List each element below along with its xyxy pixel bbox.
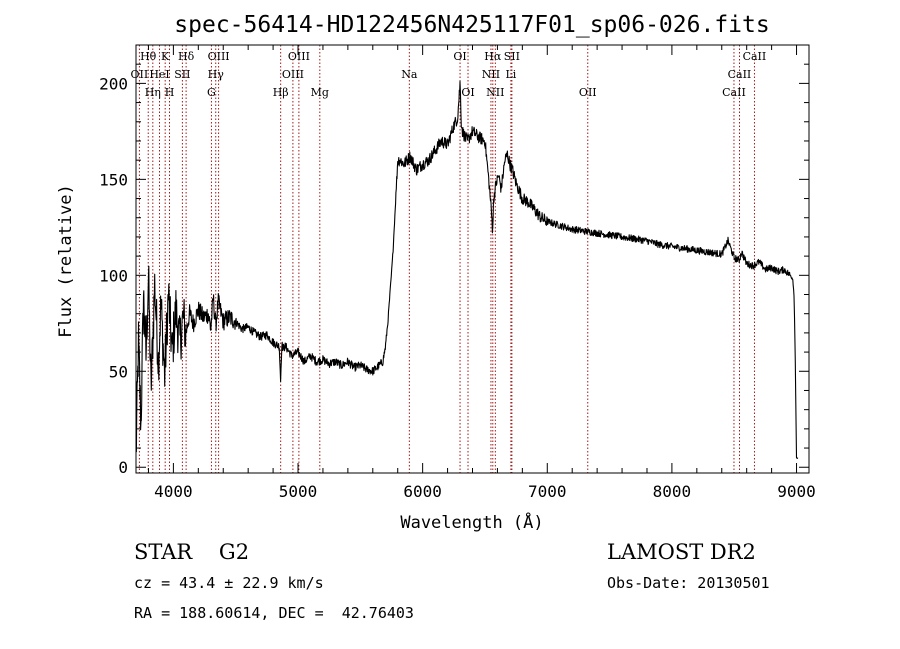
spectral-line-label: OII bbox=[579, 86, 597, 99]
y-tick-label: 100 bbox=[99, 266, 128, 285]
x-tick-label: 7000 bbox=[528, 482, 567, 501]
object-class: STAR G2 bbox=[134, 540, 250, 564]
spectral-line-label: CaII bbox=[743, 50, 767, 63]
redshift-cz: cz = 43.4 ± 22.9 km/s bbox=[134, 574, 324, 592]
spectral-line-label: OIII bbox=[208, 50, 230, 63]
spectral-line-label: G bbox=[207, 86, 216, 99]
spectral-line-label: OI bbox=[453, 50, 466, 63]
spectral-line-label: CaII bbox=[722, 86, 746, 99]
x-tick-label: 6000 bbox=[403, 482, 442, 501]
x-axis-label: Wavelength (Å) bbox=[400, 511, 543, 533]
plot-frame bbox=[135, 44, 810, 474]
spectral-line-markers bbox=[138, 45, 755, 473]
spectral-line-label: NII bbox=[486, 86, 504, 99]
spectral-line-label: SII bbox=[174, 68, 190, 81]
spectral-line-label: OIII bbox=[282, 68, 304, 81]
spectral-line-label: Hδ bbox=[178, 50, 195, 63]
y-axis: 0 50 100 150 200 bbox=[99, 63, 809, 477]
observation-date: Obs-Date: 20130501 bbox=[607, 574, 770, 592]
chart-title: spec-56414-HD122456N425117F01_sp06-026.f… bbox=[174, 12, 769, 38]
spectral-line-label: Hβ bbox=[273, 86, 289, 99]
spectral-line-label: NII bbox=[482, 68, 500, 81]
spectral-line-label: Hθ bbox=[140, 50, 157, 63]
survey-release: LAMOST DR2 bbox=[607, 540, 756, 564]
x-axis: 4000 5000 6000 7000 8000 9000 bbox=[147, 45, 816, 501]
spectral-line-label: Li bbox=[505, 68, 516, 81]
spectral-line-label: HeI bbox=[149, 68, 169, 81]
spectral-line-label: OII bbox=[131, 68, 149, 81]
spectral-line-label: Mg bbox=[311, 86, 329, 99]
spectral-line-label: Hα bbox=[484, 50, 502, 63]
spectral-line-label: K bbox=[161, 50, 170, 63]
spectral-line-label: OI bbox=[461, 86, 474, 99]
x-tick-label: 4000 bbox=[154, 482, 193, 501]
spectral-line-label: CaII bbox=[728, 68, 752, 81]
y-tick-label: 50 bbox=[109, 362, 128, 381]
y-axis-label: Flux (relative) bbox=[56, 184, 76, 338]
spectrum-line bbox=[135, 80, 799, 459]
spectral-line-label: Hγ bbox=[208, 68, 225, 81]
y-tick-label: 150 bbox=[99, 170, 128, 189]
spectral-line-label: H bbox=[165, 86, 175, 99]
x-tick-label: 5000 bbox=[279, 482, 318, 501]
x-tick-label: 9000 bbox=[777, 482, 816, 501]
y-tick-label: 200 bbox=[99, 74, 128, 93]
spectral-line-label: Na bbox=[401, 68, 418, 81]
spectral-line-label: Hη bbox=[145, 86, 161, 99]
ra-dec: RA = 188.60614, DEC = 42.76403 bbox=[134, 604, 414, 622]
spectral-line-label: OIII bbox=[288, 50, 310, 63]
spectral-line-label: SII bbox=[504, 50, 520, 63]
x-tick-label: 8000 bbox=[653, 482, 692, 501]
y-tick-label: 0 bbox=[118, 458, 128, 477]
